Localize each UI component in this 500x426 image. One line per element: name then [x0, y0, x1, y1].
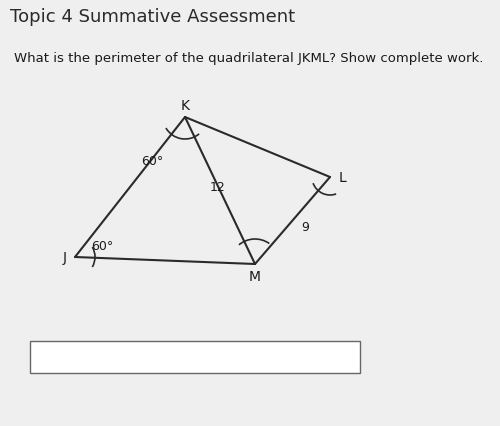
- Text: 12: 12: [210, 181, 226, 194]
- Text: L: L: [338, 170, 346, 184]
- Text: Topic 4 Summative Assessment: Topic 4 Summative Assessment: [10, 8, 295, 26]
- Text: 60°: 60°: [91, 240, 113, 253]
- Text: 60°: 60°: [141, 155, 163, 168]
- Text: 9: 9: [301, 221, 309, 234]
- Text: K: K: [180, 99, 190, 113]
- Bar: [30, 341, 360, 373]
- Text: M: M: [249, 269, 261, 283]
- Text: J: J: [63, 250, 67, 265]
- Text: What is the perimeter of the quadrilateral JKML? Show complete work.: What is the perimeter of the quadrilater…: [14, 52, 484, 65]
